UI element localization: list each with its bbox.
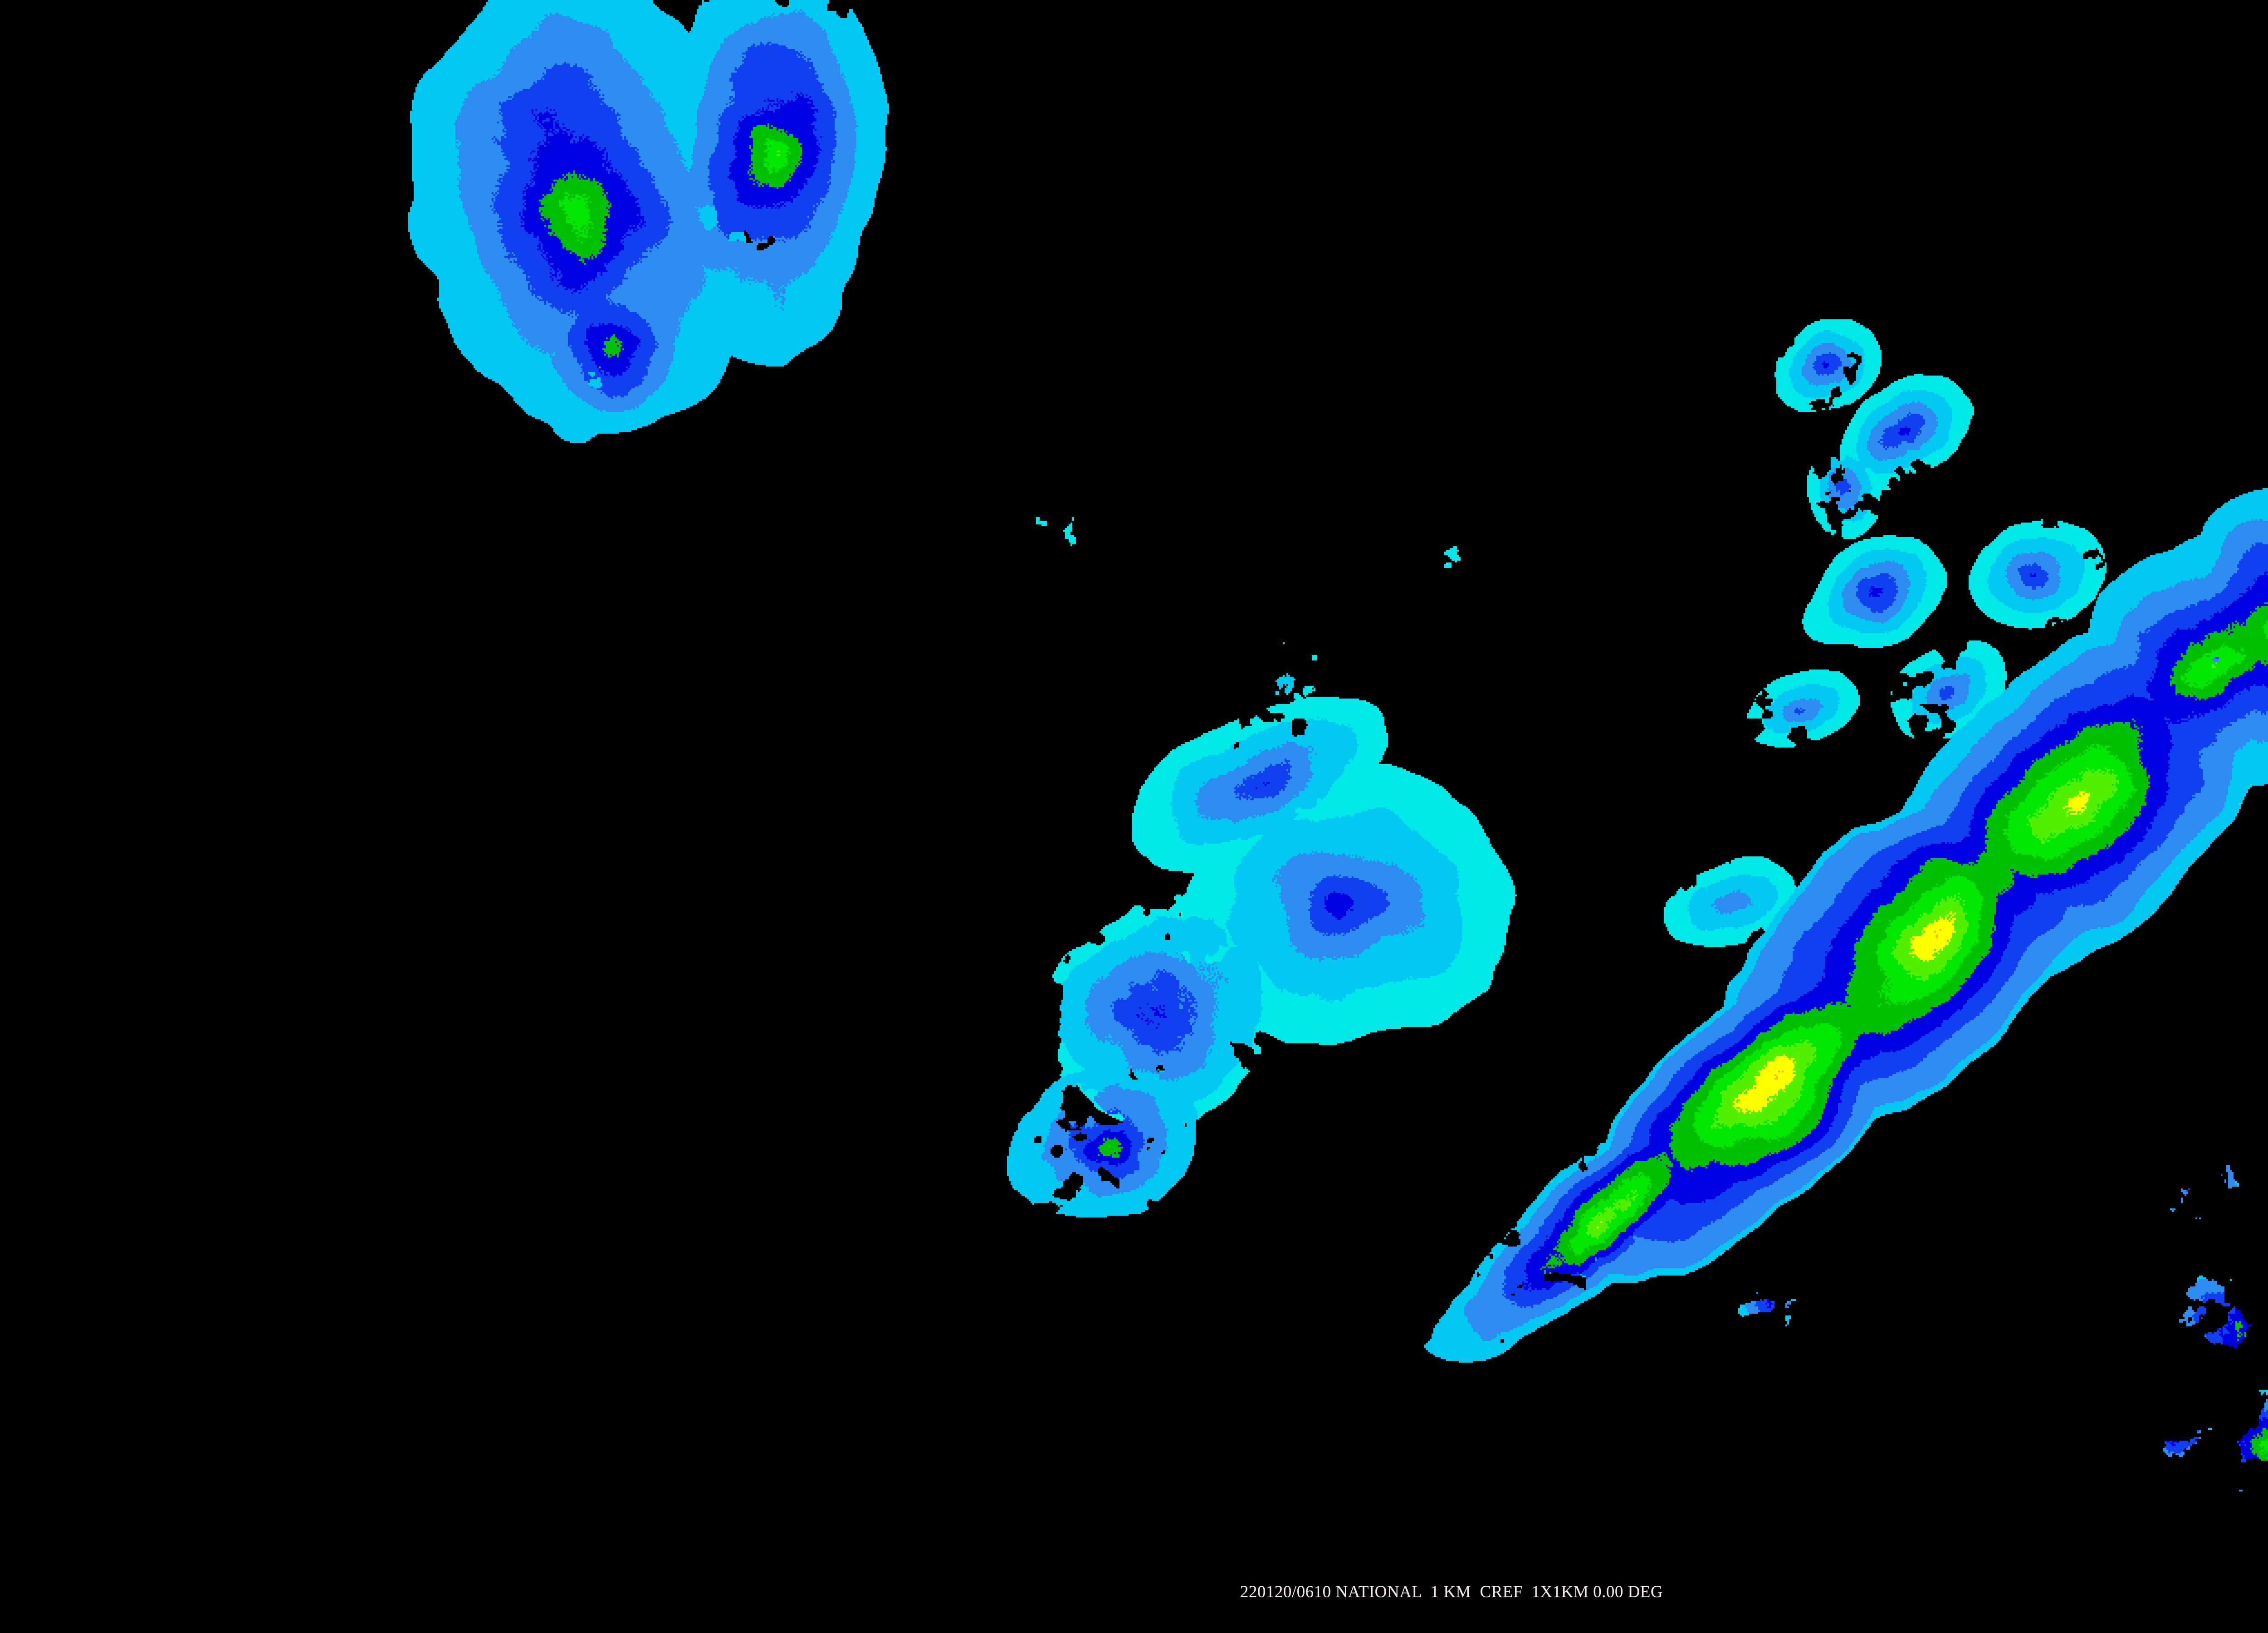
product-caption: 220120/0610 NATIONAL 1 KM CREF 1X1KM 0.0… [1240,1583,1663,1601]
